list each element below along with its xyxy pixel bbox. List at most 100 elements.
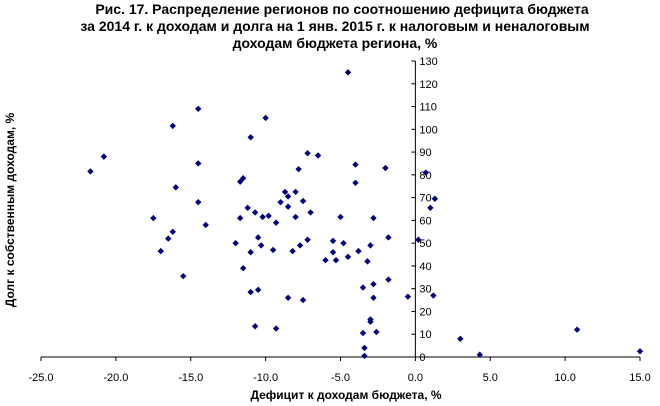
data-point <box>422 169 430 176</box>
chart-title: Рис. 17. Распределение регионов по соотн… <box>80 1 589 51</box>
x-tick-label: -10.0 <box>253 372 278 384</box>
data-point <box>385 234 392 241</box>
data-point <box>232 239 239 247</box>
data-point <box>292 213 299 221</box>
data-point <box>299 197 307 205</box>
data-point <box>361 352 368 360</box>
data-point <box>314 152 322 159</box>
x-tick-label: -15.0 <box>178 372 203 384</box>
data-point <box>100 153 108 160</box>
y-tick-label: 100 <box>419 124 437 136</box>
data-point <box>247 249 254 256</box>
y-tick-label: 120 <box>419 79 437 91</box>
data-point <box>284 294 292 301</box>
data-point <box>254 234 262 241</box>
data-point <box>352 161 359 168</box>
data-point <box>415 236 422 243</box>
data-point <box>404 293 412 300</box>
data-point <box>251 209 259 216</box>
data-point <box>370 294 377 301</box>
data-point <box>259 213 266 221</box>
data-point <box>322 257 329 264</box>
data-point <box>296 242 304 249</box>
data-point <box>299 296 307 304</box>
data-point <box>352 179 359 187</box>
data-point <box>636 348 644 355</box>
data-point <box>169 122 176 130</box>
data-point <box>284 193 292 200</box>
data-point <box>329 237 337 245</box>
data-point <box>344 69 352 76</box>
data-point <box>236 214 244 222</box>
x-tick-label: 0.0 <box>408 372 423 384</box>
data-point <box>169 228 176 235</box>
data-point <box>157 247 164 255</box>
x-tick-label: 15.0 <box>629 372 650 384</box>
data-point <box>364 258 371 265</box>
data-point <box>150 214 157 222</box>
data-point <box>573 326 581 333</box>
y-tick-label: 40 <box>419 261 431 273</box>
x-tick-label: 10.0 <box>554 372 575 384</box>
chart-title-line-3: доходам бюджета региона, % <box>233 35 438 51</box>
data-point <box>329 249 337 256</box>
data-point <box>289 247 296 255</box>
data-point <box>307 209 314 216</box>
x-tick-label: -5.0 <box>331 372 350 384</box>
data-point <box>359 329 367 337</box>
data-point <box>247 134 254 141</box>
data-point <box>239 265 247 272</box>
data-point <box>359 284 367 291</box>
data-point <box>370 280 377 288</box>
data-point <box>344 253 352 261</box>
data-point <box>239 175 247 182</box>
data-point <box>165 235 172 242</box>
y-tick-label: 60 <box>419 215 431 227</box>
data-point <box>251 323 259 330</box>
data-point <box>430 292 437 299</box>
y-tick-label: 90 <box>419 147 431 159</box>
data-point <box>292 188 299 196</box>
data-point <box>195 105 202 113</box>
y-tick-label: 130 <box>419 56 437 68</box>
y-tick-label: 0 <box>419 352 425 364</box>
data-point <box>367 318 374 325</box>
data-point <box>281 188 289 196</box>
data-point <box>382 164 389 172</box>
data-point <box>277 198 284 206</box>
data-point <box>476 351 483 358</box>
data-point <box>247 288 254 296</box>
x-tick-label: -20.0 <box>103 372 128 384</box>
data-point <box>195 160 202 167</box>
data-point <box>254 286 262 294</box>
y-tick-label: 70 <box>419 193 431 205</box>
data-point <box>427 204 434 212</box>
data-point <box>265 212 272 220</box>
data-point <box>370 214 377 222</box>
data-point <box>202 221 209 229</box>
data-point <box>272 219 280 226</box>
x-tick-label: 5.0 <box>483 372 498 384</box>
data-point <box>269 246 277 254</box>
data-point <box>236 178 244 185</box>
y-tick-label: 30 <box>419 284 431 296</box>
data-point <box>355 247 362 255</box>
data-point <box>195 198 202 206</box>
data-point <box>257 242 265 249</box>
data-point <box>172 184 179 191</box>
chart-title-line-2: за 2014 г. к доходам и долга на 1 янв. 2… <box>80 18 589 34</box>
data-point <box>284 203 292 210</box>
data-point <box>295 165 302 173</box>
data-point <box>304 236 311 243</box>
data-point <box>304 150 311 157</box>
y-tick-label: 50 <box>419 238 431 250</box>
data-point <box>180 272 187 280</box>
chart-title-line-1: Рис. 17. Распределение регионов по соотн… <box>95 1 589 17</box>
y-tick-label: 20 <box>419 306 431 318</box>
x-tick-label: -25.0 <box>28 372 53 384</box>
data-point <box>373 328 380 336</box>
data-point <box>367 242 374 249</box>
data-point <box>340 239 347 247</box>
y-tick-label: 110 <box>419 102 437 114</box>
